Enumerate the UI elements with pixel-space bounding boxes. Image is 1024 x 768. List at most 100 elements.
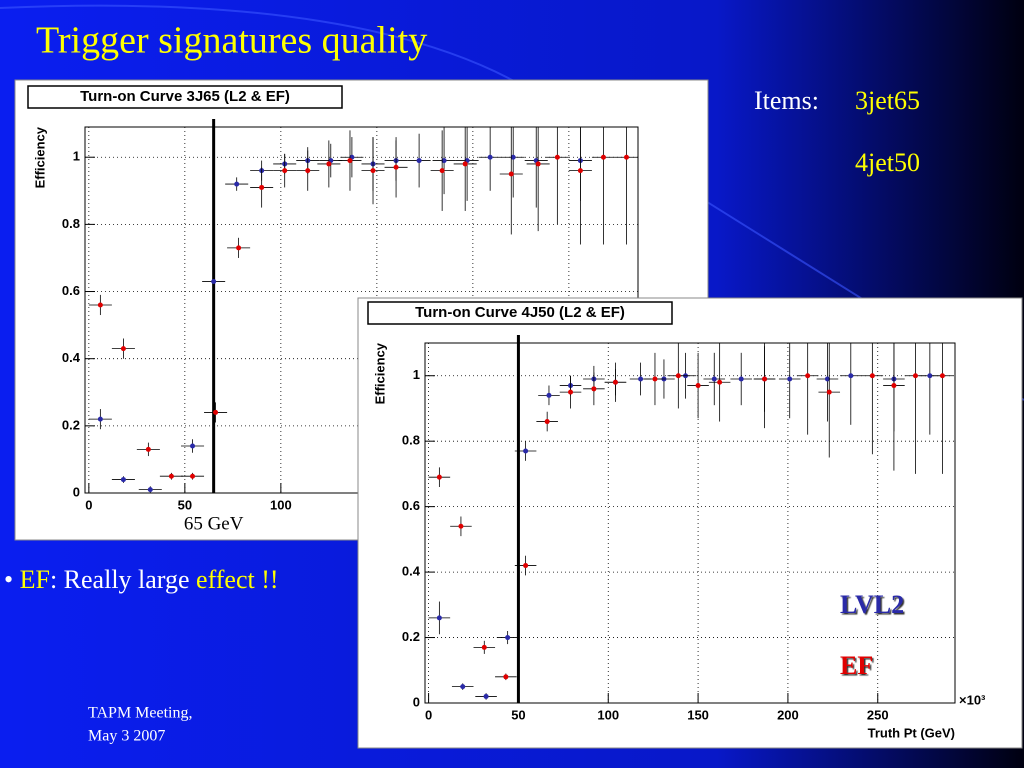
point <box>695 383 701 389</box>
legend-entry: EF <box>840 651 873 680</box>
point <box>939 373 945 379</box>
point <box>652 376 658 382</box>
slide-title: Trigger signatures quality <box>36 20 427 62</box>
point <box>675 373 681 379</box>
point <box>510 154 516 160</box>
point <box>393 164 399 170</box>
point <box>458 523 464 529</box>
point <box>211 278 217 284</box>
y-tick-label: 0.6 <box>62 283 80 298</box>
point <box>168 473 174 479</box>
point <box>535 161 541 167</box>
y-tick-label: 0.8 <box>62 216 80 231</box>
point <box>190 443 196 449</box>
point <box>508 171 514 177</box>
y-tick-label: 0.8 <box>402 433 420 448</box>
threshold-label: 65 GeV <box>184 513 244 534</box>
chart-panel <box>357 297 1023 749</box>
point <box>416 158 422 164</box>
x-tick-label: 100 <box>270 497 292 512</box>
title-box <box>367 301 673 325</box>
point <box>762 376 768 382</box>
items-label: Items: <box>754 86 819 115</box>
point <box>487 154 493 160</box>
point <box>145 446 151 452</box>
point <box>717 379 723 385</box>
point <box>927 373 933 379</box>
point <box>544 419 550 425</box>
bullet-part: : Really large <box>50 565 196 594</box>
x-tick-label: 0 <box>425 707 432 722</box>
point <box>436 474 442 480</box>
y-tick-label: 0 <box>413 694 420 709</box>
point <box>912 373 918 379</box>
point <box>554 154 560 160</box>
point <box>236 245 242 251</box>
y-tick-label: 0 <box>73 484 80 499</box>
point <box>612 379 618 385</box>
point <box>577 168 583 174</box>
point <box>824 376 830 382</box>
point <box>234 181 240 187</box>
point <box>738 376 744 382</box>
y-tick-label: 0.2 <box>62 417 80 432</box>
y-axis-label: Efficiency <box>372 342 387 404</box>
y-tick-label: 0.6 <box>402 498 420 513</box>
point <box>848 373 854 379</box>
point <box>441 158 447 164</box>
point <box>623 154 629 160</box>
point <box>600 154 606 160</box>
point <box>213 409 219 415</box>
point <box>147 487 153 493</box>
point <box>546 392 552 398</box>
point <box>282 168 288 174</box>
point <box>326 161 332 167</box>
x-tick-label: 50 <box>511 707 525 722</box>
point <box>439 168 445 174</box>
title-box <box>27 85 343 109</box>
point <box>787 376 793 382</box>
chart-title: Turn-on Curve 3J65 (L2 & EF) <box>80 88 290 105</box>
point <box>638 376 644 382</box>
x-tick-label: 0 <box>85 497 92 512</box>
point <box>120 346 126 352</box>
y-tick-label: 1 <box>413 367 420 382</box>
point <box>460 684 466 690</box>
point <box>120 477 126 483</box>
plot-frame <box>424 342 956 704</box>
point <box>305 168 311 174</box>
point <box>97 416 103 422</box>
point <box>869 373 875 379</box>
point <box>805 373 811 379</box>
x-tick-label: 200 <box>777 707 799 722</box>
y-tick-label: 0.4 <box>402 564 421 579</box>
point <box>190 473 196 479</box>
bullet-part: EF <box>20 565 50 594</box>
point <box>97 302 103 308</box>
x-axis-label: Truth Pt (GeV) <box>868 725 955 740</box>
footer: TAPM Meeting, <box>88 705 193 722</box>
item: 4jet50 <box>855 148 920 177</box>
point <box>891 383 897 389</box>
point <box>591 386 597 392</box>
point <box>523 448 529 454</box>
y-tick-label: 0.4 <box>62 350 81 365</box>
point <box>826 389 832 395</box>
y-axis-label: Efficiency <box>32 126 47 188</box>
x-tick-label: 150 <box>687 707 709 722</box>
x-tick-label: 50 <box>178 497 192 512</box>
point <box>483 693 489 699</box>
point <box>436 615 442 621</box>
point <box>503 674 509 680</box>
bullet: • EF: Really large effect !! <box>4 565 279 594</box>
point <box>568 389 574 395</box>
x-tick-label: 250 <box>867 707 889 722</box>
y-tick-label: 1 <box>73 149 80 164</box>
point <box>370 168 376 174</box>
point <box>259 184 265 190</box>
point <box>711 376 717 382</box>
points <box>428 343 954 700</box>
point <box>505 635 511 641</box>
bullet-part: effect !! <box>196 565 279 594</box>
